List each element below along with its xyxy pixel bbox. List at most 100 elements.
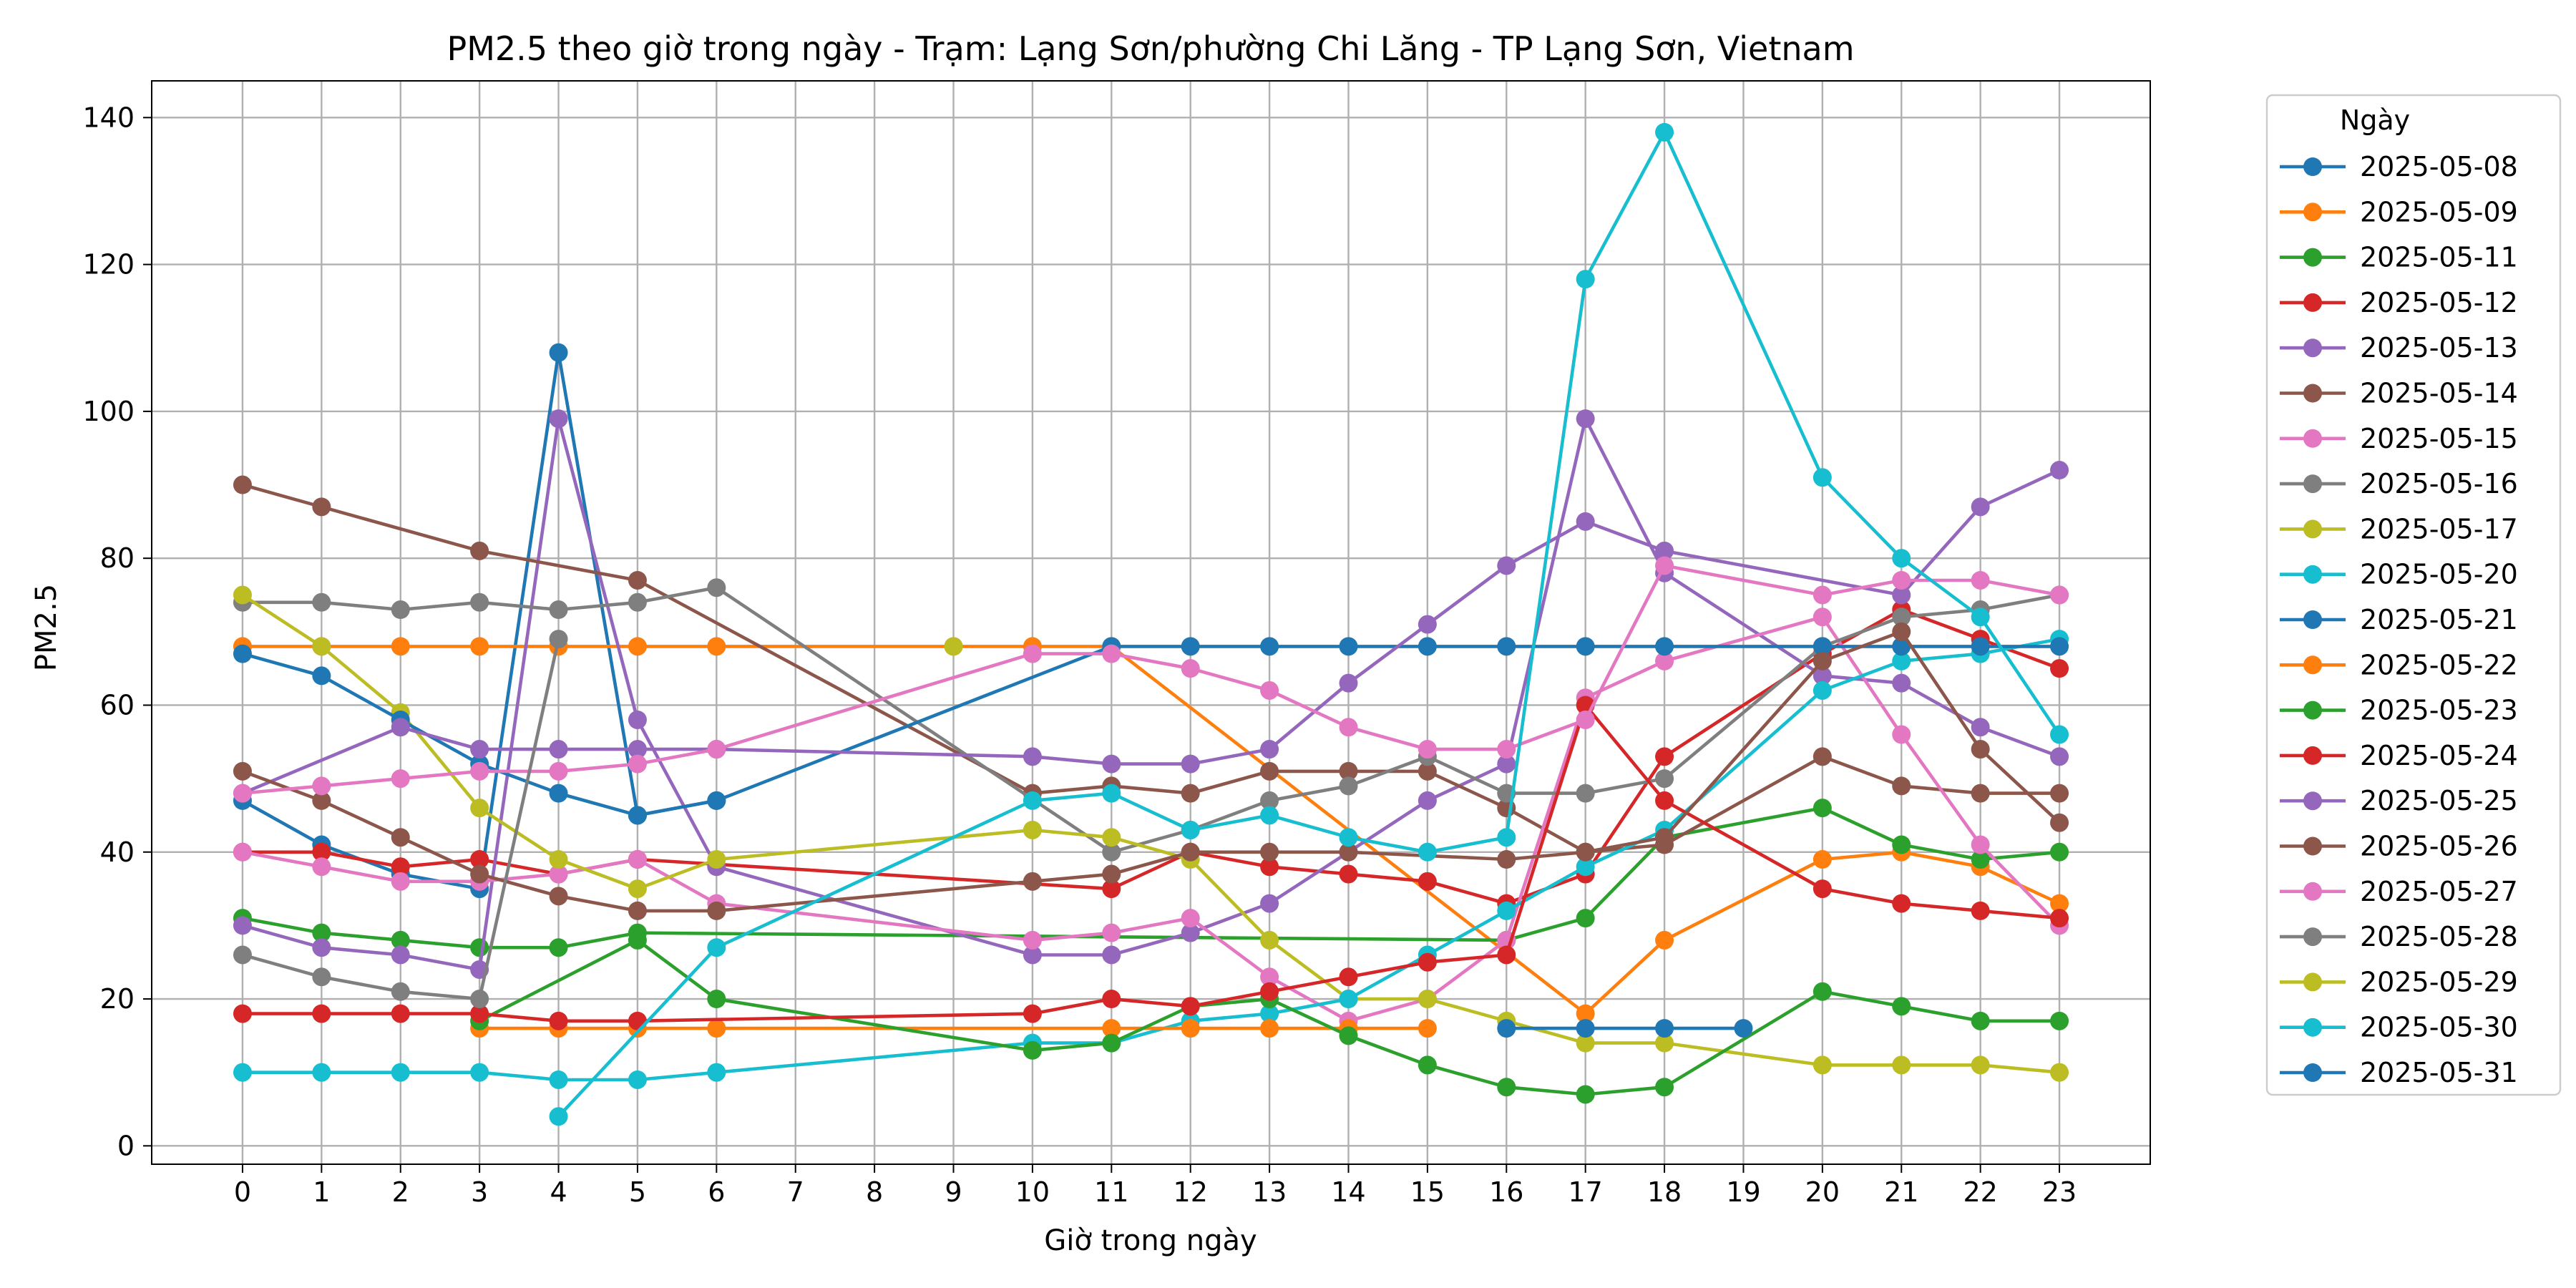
x-tick-label: 23 bbox=[2042, 1176, 2077, 1208]
data-point bbox=[1181, 909, 1200, 928]
data-point bbox=[1892, 570, 1911, 590]
data-point bbox=[1023, 791, 1042, 810]
legend-item: 2025-05-30 bbox=[2280, 1012, 2518, 1043]
data-point bbox=[1892, 997, 1911, 1016]
data-point bbox=[1102, 1033, 1121, 1053]
data-point bbox=[549, 630, 568, 649]
legend-item: 2025-05-23 bbox=[2280, 695, 2518, 726]
legend-label: 2025-05-23 bbox=[2360, 695, 2518, 726]
data-point bbox=[391, 982, 410, 1001]
data-point bbox=[1260, 930, 1279, 950]
data-point bbox=[1339, 637, 1358, 656]
data-point bbox=[707, 850, 726, 869]
data-point bbox=[2050, 747, 2069, 766]
data-point bbox=[1655, 556, 1674, 575]
data-point bbox=[1102, 754, 1121, 774]
data-point bbox=[1971, 497, 1990, 517]
legend-item: 2025-05-16 bbox=[2280, 468, 2518, 499]
data-point bbox=[233, 585, 252, 605]
data-point bbox=[1339, 864, 1358, 884]
data-point bbox=[1971, 901, 1990, 920]
data-point bbox=[549, 864, 568, 884]
data-point bbox=[470, 1063, 489, 1082]
data-point bbox=[1023, 930, 1042, 950]
data-point bbox=[1892, 1055, 1911, 1075]
x-tick-label: 2 bbox=[392, 1176, 409, 1208]
legend-label: 2025-05-09 bbox=[2360, 196, 2518, 228]
data-point bbox=[1260, 806, 1279, 825]
data-point bbox=[1576, 270, 1595, 289]
axes: 0 1 2 3 4 5 6 7 8 9 10 11 12 13 14 15 16 17 18 19 20 21 22 2302… bbox=[82, 80, 2151, 1208]
data-point bbox=[1418, 952, 1437, 972]
data-point bbox=[1102, 644, 1121, 663]
data-point bbox=[628, 740, 647, 759]
legend-marker bbox=[2303, 972, 2322, 992]
data-point bbox=[233, 784, 252, 803]
data-point bbox=[1892, 776, 1911, 796]
data-point bbox=[1023, 945, 1042, 965]
data-point bbox=[1892, 622, 1911, 641]
legend-marker bbox=[2303, 338, 2322, 358]
legend-label: 2025-05-27 bbox=[2360, 876, 2518, 907]
legend-item: 2025-05-28 bbox=[2280, 921, 2518, 952]
y-tick-label: 120 bbox=[82, 249, 135, 280]
data-point bbox=[1339, 842, 1358, 862]
data-point bbox=[2050, 842, 2069, 862]
x-tick-label: 5 bbox=[629, 1176, 646, 1208]
data-point bbox=[312, 967, 331, 987]
legend-label: 2025-05-11 bbox=[2360, 242, 2518, 273]
data-point bbox=[2050, 909, 2069, 928]
data-point bbox=[1181, 637, 1200, 656]
data-point bbox=[391, 769, 410, 789]
x-tick-label: 12 bbox=[1174, 1176, 1208, 1208]
legend-label: 2025-05-17 bbox=[2360, 513, 2518, 545]
data-point bbox=[628, 879, 647, 899]
data-point bbox=[549, 1011, 568, 1030]
data-point bbox=[1181, 1019, 1200, 1038]
legend-label: 2025-05-26 bbox=[2360, 831, 2518, 862]
data-point bbox=[1418, 761, 1437, 781]
data-point bbox=[1813, 850, 1832, 869]
data-point bbox=[2050, 813, 2069, 832]
legend-title: Ngày bbox=[2340, 104, 2410, 136]
series-2025-05-26 bbox=[233, 622, 2069, 920]
data-point bbox=[1892, 725, 1911, 744]
x-tick-label: 20 bbox=[1805, 1176, 1840, 1208]
data-point bbox=[1813, 799, 1832, 818]
data-point bbox=[1339, 718, 1358, 737]
data-point bbox=[1102, 879, 1121, 899]
data-point bbox=[707, 990, 726, 1009]
data-point bbox=[391, 1004, 410, 1023]
data-point bbox=[1418, 872, 1437, 891]
data-point bbox=[470, 850, 489, 869]
legend-item: 2025-05-17 bbox=[2280, 513, 2518, 545]
data-point bbox=[1497, 901, 1516, 920]
data-point bbox=[312, 938, 331, 957]
data-point bbox=[2050, 1011, 2069, 1030]
data-point bbox=[233, 475, 252, 494]
data-point bbox=[1497, 754, 1516, 774]
legend-item: 2025-05-14 bbox=[2280, 378, 2518, 409]
data-point bbox=[1023, 820, 1042, 839]
data-point bbox=[1892, 651, 1911, 670]
data-point bbox=[1497, 1078, 1516, 1097]
data-point bbox=[1260, 637, 1279, 656]
data-point bbox=[1418, 1055, 1437, 1075]
x-tick-label: 8 bbox=[866, 1176, 883, 1208]
legend-label: 2025-05-29 bbox=[2360, 966, 2518, 997]
legend-marker bbox=[2303, 836, 2322, 856]
data-point bbox=[707, 740, 726, 759]
data-point bbox=[1418, 791, 1437, 810]
data-point bbox=[1260, 1004, 1279, 1023]
x-tick-label: 1 bbox=[313, 1176, 330, 1208]
legend-label: 2025-05-28 bbox=[2360, 921, 2518, 952]
x-tick-label: 19 bbox=[1726, 1176, 1760, 1208]
data-point bbox=[470, 592, 489, 612]
data-point bbox=[1971, 718, 1990, 737]
data-point bbox=[312, 776, 331, 796]
data-point bbox=[470, 1004, 489, 1023]
data-point bbox=[1971, 637, 1990, 656]
data-point bbox=[312, 791, 331, 810]
data-point bbox=[1576, 857, 1595, 877]
